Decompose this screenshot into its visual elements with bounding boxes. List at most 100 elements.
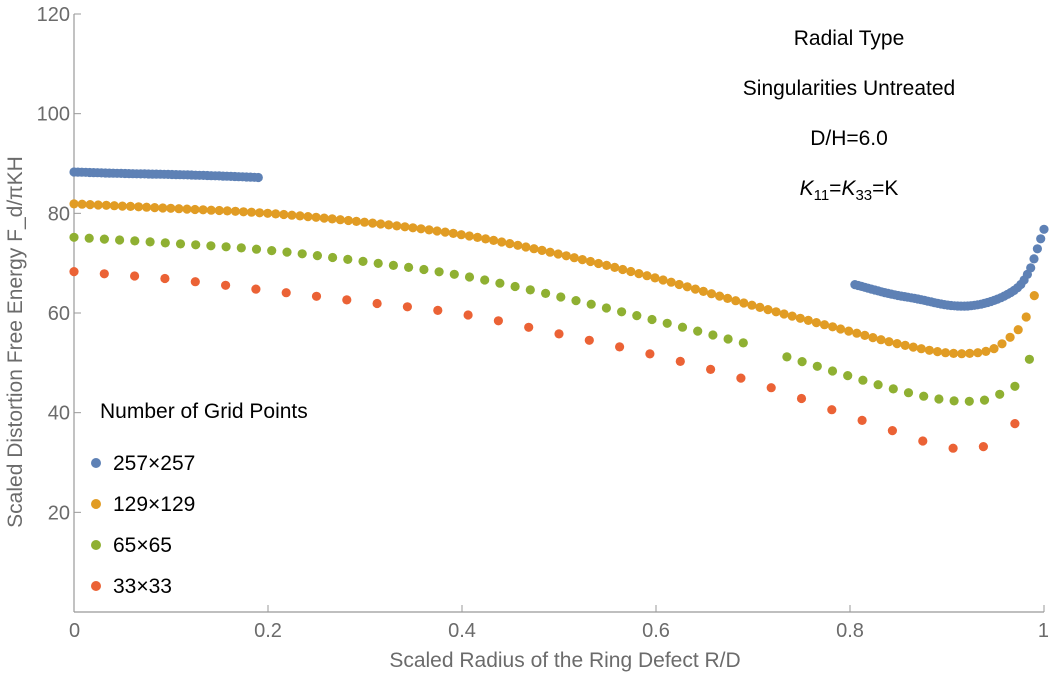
data-point bbox=[650, 273, 660, 283]
data-point bbox=[1039, 224, 1049, 234]
legend-marker-33 bbox=[91, 581, 101, 591]
data-point bbox=[787, 311, 797, 321]
data-point bbox=[130, 236, 140, 246]
data-point bbox=[857, 415, 867, 425]
data-point bbox=[892, 339, 902, 349]
data-point bbox=[359, 217, 370, 227]
k33-subscript: 33 bbox=[855, 187, 872, 204]
data-point bbox=[796, 393, 807, 404]
annotation-ratio: D/H=6.0 bbox=[810, 127, 888, 150]
data-point bbox=[577, 255, 588, 265]
data-point bbox=[618, 264, 628, 275]
data-point bbox=[723, 293, 733, 303]
data-point bbox=[693, 326, 703, 336]
data-point bbox=[545, 247, 555, 257]
data-point bbox=[117, 201, 127, 211]
data-point bbox=[191, 240, 201, 250]
data-point bbox=[472, 232, 483, 242]
series-129-129 bbox=[69, 199, 1039, 359]
data-point bbox=[160, 238, 170, 248]
data-point bbox=[919, 391, 929, 401]
data-point bbox=[456, 230, 466, 240]
data-point bbox=[222, 206, 232, 216]
data-point bbox=[206, 205, 216, 215]
data-point bbox=[493, 316, 503, 326]
data-point bbox=[295, 211, 305, 221]
data-point bbox=[569, 253, 579, 263]
k33-symbol: K bbox=[841, 177, 856, 200]
data-point bbox=[236, 243, 246, 253]
data-point bbox=[888, 384, 898, 394]
data-point bbox=[795, 313, 805, 323]
data-point bbox=[134, 202, 144, 212]
data-point bbox=[1024, 354, 1034, 364]
data-point bbox=[297, 249, 307, 259]
data-point bbox=[221, 242, 231, 252]
data-point bbox=[525, 285, 535, 295]
data-point bbox=[887, 426, 898, 436]
data-point bbox=[524, 322, 534, 332]
data-point bbox=[682, 282, 692, 292]
data-point bbox=[253, 172, 263, 183]
data-point bbox=[93, 200, 103, 210]
data-point bbox=[934, 394, 944, 404]
k11-symbol: K bbox=[800, 177, 815, 200]
data-point bbox=[404, 262, 414, 272]
data-point bbox=[529, 244, 539, 254]
annotation-type: Radial Type bbox=[794, 27, 905, 50]
data-point bbox=[632, 311, 642, 321]
annotation-singularities: Singularities Untreated bbox=[743, 77, 955, 100]
data-point bbox=[924, 345, 935, 355]
data-point bbox=[263, 208, 273, 218]
y-tick-label: 40 bbox=[48, 403, 70, 425]
data-point bbox=[827, 366, 838, 376]
data-point bbox=[617, 307, 627, 317]
data-point bbox=[747, 300, 757, 310]
data-point bbox=[634, 269, 644, 279]
data-point bbox=[979, 395, 990, 405]
y-tick-label: 120 bbox=[37, 4, 70, 26]
data-point bbox=[900, 340, 910, 350]
data-point bbox=[903, 388, 914, 398]
data-point bbox=[782, 352, 792, 362]
data-point bbox=[571, 296, 581, 306]
data-point bbox=[677, 322, 688, 332]
data-point bbox=[175, 239, 186, 249]
x-tick-label: 1 bbox=[1038, 620, 1049, 642]
data-point bbox=[440, 227, 450, 237]
k11-subscript: 11 bbox=[814, 187, 830, 204]
data-points bbox=[69, 167, 1049, 453]
data-point bbox=[779, 309, 789, 319]
axes bbox=[73, 14, 1044, 613]
data-point bbox=[1010, 419, 1020, 429]
legend-entry-129: 129×129 bbox=[91, 493, 195, 516]
legend-entry-65: 65×65 bbox=[91, 534, 172, 557]
data-point bbox=[916, 344, 926, 354]
data-point bbox=[432, 226, 442, 236]
data-point bbox=[101, 200, 111, 210]
data-point bbox=[771, 307, 781, 317]
data-point bbox=[246, 207, 257, 217]
y-tick-label: 20 bbox=[48, 502, 70, 524]
data-point bbox=[99, 234, 109, 244]
data-point bbox=[836, 324, 846, 334]
data-point bbox=[521, 242, 531, 252]
data-point bbox=[957, 349, 967, 359]
data-point bbox=[1005, 332, 1015, 342]
data-point bbox=[448, 228, 458, 238]
data-point bbox=[402, 302, 412, 312]
data-point bbox=[513, 240, 523, 250]
y-tick-label: 80 bbox=[48, 203, 70, 225]
data-point bbox=[858, 375, 868, 385]
data-point bbox=[267, 246, 277, 256]
data-point bbox=[642, 271, 652, 281]
data-point bbox=[145, 237, 155, 247]
data-point bbox=[372, 298, 382, 309]
data-point bbox=[860, 330, 870, 340]
data-point bbox=[505, 239, 515, 249]
x-tick-label: 0.8 bbox=[836, 620, 864, 642]
data-point bbox=[214, 205, 224, 216]
data-point bbox=[449, 269, 459, 279]
data-point bbox=[658, 275, 668, 285]
